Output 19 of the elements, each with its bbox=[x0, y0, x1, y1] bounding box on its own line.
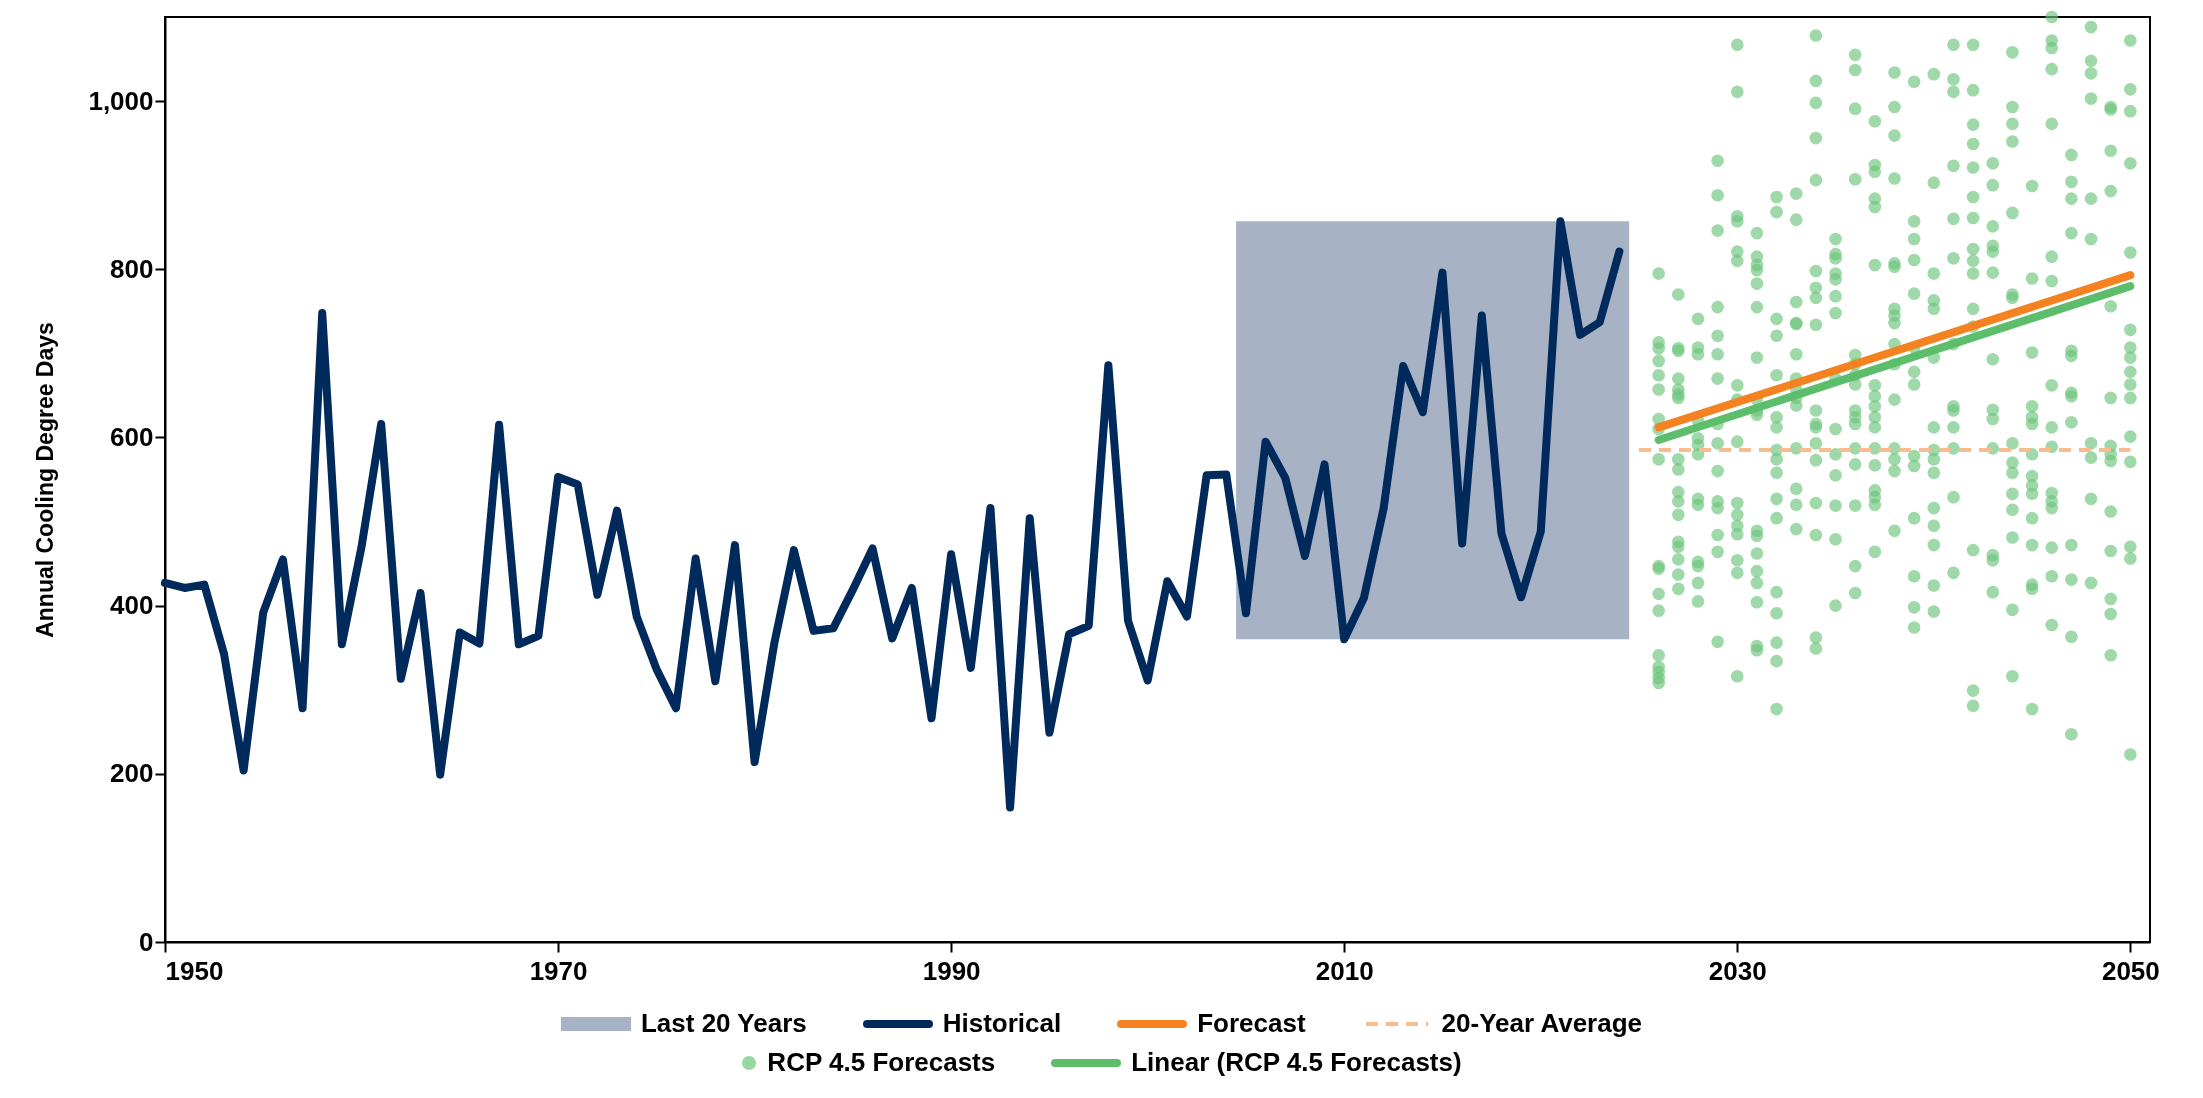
legend-label: 20-Year Average bbox=[1441, 1008, 1643, 1039]
x-tick-label: 2030 bbox=[1708, 955, 1767, 986]
y-tick-label: 1,000 bbox=[88, 85, 154, 116]
legend-label: Historical bbox=[942, 1008, 1062, 1039]
x-tick-label: 2010 bbox=[1315, 955, 1374, 986]
y-tick-label: 200 bbox=[110, 758, 154, 789]
y-tick-label: 400 bbox=[110, 590, 154, 621]
y-tick-label: 800 bbox=[110, 253, 154, 284]
y-tick-label: 600 bbox=[110, 421, 154, 452]
x-tick-label: 1990 bbox=[922, 955, 981, 986]
legend-label: Forecast bbox=[1197, 1008, 1306, 1039]
y-axis-title: Annual Cooling Degree Days bbox=[32, 322, 59, 638]
legend-label: Last 20 Years bbox=[640, 1008, 807, 1039]
x-tick-label: 2050 bbox=[2101, 955, 2160, 986]
legend-label: RCP 4.5 Forecasts bbox=[767, 1047, 996, 1078]
y-tick-label: 0 bbox=[139, 926, 154, 957]
legend-label: Linear (RCP 4.5 Forecasts) bbox=[1131, 1047, 1462, 1078]
x-tick-label: 1970 bbox=[529, 955, 588, 986]
x-tick-label: 1950 bbox=[165, 955, 224, 986]
